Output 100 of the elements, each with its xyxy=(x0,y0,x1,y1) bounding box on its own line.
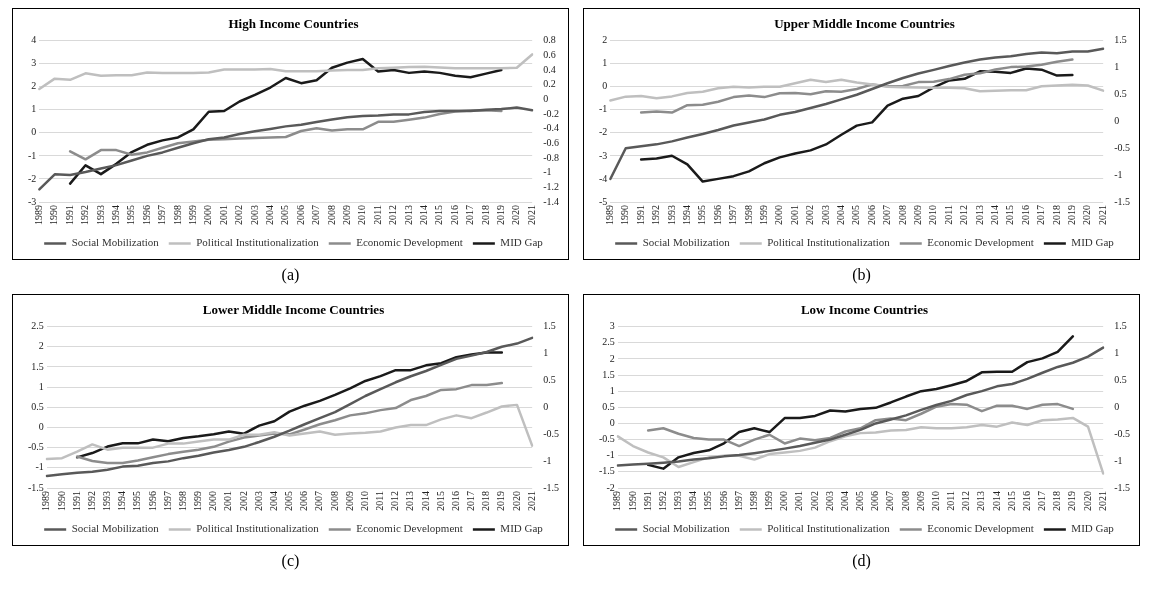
x-tick-label: 2009 xyxy=(911,205,923,225)
x-tick-label: 2000 xyxy=(202,205,214,225)
x-tick-label: 2001 xyxy=(788,205,800,225)
y-tick-label: -3 xyxy=(598,149,608,161)
x-tick-label: 2021 xyxy=(1096,491,1108,511)
x-tick-label: 1995 xyxy=(125,205,137,225)
x-tick-label: 2004 xyxy=(834,205,846,225)
x-tick-label: 2012 xyxy=(387,205,399,225)
x-tick-label: 2003 xyxy=(252,491,264,511)
x-tick-label: 2011 xyxy=(942,205,954,225)
x-tick-label: 2009 xyxy=(343,491,355,511)
x-tick-label: 1990 xyxy=(48,205,60,225)
x-tick-label: 2006 xyxy=(865,205,877,225)
y-tick-label: 4 xyxy=(31,34,37,46)
x-tick-label: 1989 xyxy=(32,205,44,225)
x-tick-label: 2014 xyxy=(988,205,1000,225)
y2-tick-label: -0.8 xyxy=(543,151,560,163)
x-tick-label: 2017 xyxy=(464,205,476,225)
text: (a) xyxy=(280,266,301,286)
chart-title: High Income Countries xyxy=(228,16,359,32)
x-tick-label: 2008 xyxy=(325,205,337,225)
y-tick-label: 0 xyxy=(38,421,44,433)
y-tick-label: 2.5 xyxy=(602,336,615,348)
x-tick-label: 1990 xyxy=(619,205,631,225)
x-tick-label: 2021 xyxy=(525,491,537,511)
x-tick-label: 1993 xyxy=(94,205,106,225)
x-tick-label: 2012 xyxy=(389,491,401,511)
x-tick-label: 2003 xyxy=(819,205,831,225)
text: (d) xyxy=(851,552,872,572)
x-tick-label: 1999 xyxy=(192,491,204,511)
y-tick-label: -1 xyxy=(606,449,615,461)
y-tick-label: -0.5 xyxy=(598,433,615,445)
x-tick-label: 2013 xyxy=(404,491,416,511)
x-tick-label: 2013 xyxy=(975,491,987,511)
y-tick-label: 2 xyxy=(602,34,608,46)
y2-tick-label: 0 xyxy=(1114,400,1120,412)
x-tick-label: 2003 xyxy=(823,491,835,511)
x-tick-label: 1999 xyxy=(763,491,775,511)
y-tick-label: 1.5 xyxy=(602,368,615,380)
x-tick-label: 2018 xyxy=(1050,205,1062,225)
y2-tick-label: 1 xyxy=(543,347,549,359)
x-tick-label: 2012 xyxy=(958,205,970,225)
y-tick-label: 0 xyxy=(602,80,608,92)
y2-tick-label: 0.5 xyxy=(1114,88,1127,100)
x-tick-label: 2019 xyxy=(495,491,507,511)
x-tick-label: 2001 xyxy=(222,491,234,511)
x-tick-label: 1993 xyxy=(672,491,684,511)
y2-tick-label: -1.5 xyxy=(543,481,560,493)
x-tick-label: 2014 xyxy=(990,491,1002,511)
x-tick-label: 2015 xyxy=(1004,205,1016,225)
x-tick-label: 1994 xyxy=(687,491,699,511)
x-tick-label: 1990 xyxy=(626,491,638,511)
x-tick-label: 2021 xyxy=(525,205,537,225)
x-tick-label: 2021 xyxy=(1096,205,1108,225)
y2-tick-label: -0.5 xyxy=(543,427,560,439)
y2-tick-label: 1 xyxy=(1114,347,1120,359)
x-tick-label: 2017 xyxy=(1036,491,1048,511)
legend-label: Economic Development xyxy=(356,522,463,535)
y-tick-label: 0.5 xyxy=(602,400,615,412)
x-tick-label: 2000 xyxy=(773,205,785,225)
x-tick-label: 2006 xyxy=(298,491,310,511)
x-tick-label: 2019 xyxy=(494,205,506,225)
x-tick-label: 1992 xyxy=(656,491,668,511)
y-tick-label: -1 xyxy=(598,103,608,115)
legend-label: Political Institutionalization xyxy=(767,522,891,535)
x-tick-label: 2016 xyxy=(449,491,461,511)
x-tick-label: 1993 xyxy=(101,491,113,511)
legend-label: Social Mobilization xyxy=(71,236,160,249)
legend-label: MID Gap xyxy=(1071,522,1115,535)
y2-tick-label: 1.5 xyxy=(1114,320,1127,332)
y-tick-label: -1 xyxy=(27,149,37,161)
x-tick-label: 2007 xyxy=(313,491,325,511)
x-tick-label: 2002 xyxy=(804,205,816,225)
y2-tick-label: -1 xyxy=(1114,454,1123,466)
y2-tick-label: 0.8 xyxy=(543,34,556,46)
x-tick-label: 2010 xyxy=(358,491,370,511)
x-tick-label: 2008 xyxy=(328,491,340,511)
legend-label: Economic Development xyxy=(927,236,1034,249)
x-tick-label: 2000 xyxy=(207,491,219,511)
y-tick-label: 0 xyxy=(31,126,37,138)
x-tick-label: 1996 xyxy=(711,205,723,225)
x-tick-label: 2020 xyxy=(1081,205,1093,225)
x-tick-label: 1998 xyxy=(742,205,754,225)
y2-tick-label: -1 xyxy=(543,454,552,466)
y2-tick-label: 1.5 xyxy=(1114,34,1127,46)
text: (b) xyxy=(851,266,872,286)
x-tick-label: 2012 xyxy=(960,491,972,511)
x-tick-label: 2005 xyxy=(279,205,291,225)
x-tick-label: 2010 xyxy=(927,205,939,225)
x-tick-label: 2005 xyxy=(283,491,295,511)
legend-label: Economic Development xyxy=(356,236,463,249)
y2-tick-label: -1.4 xyxy=(543,195,560,207)
y2-tick-label: -0.5 xyxy=(1114,141,1131,153)
y2-tick-label: -1 xyxy=(543,166,552,178)
x-tick-label: 2011 xyxy=(945,491,957,511)
x-tick-label: 1996 xyxy=(146,491,158,511)
x-tick-label: 2015 xyxy=(433,205,445,225)
y-tick-label: 1 xyxy=(38,380,44,392)
y2-tick-label: 0 xyxy=(543,400,549,412)
x-tick-label: 1998 xyxy=(171,205,183,225)
